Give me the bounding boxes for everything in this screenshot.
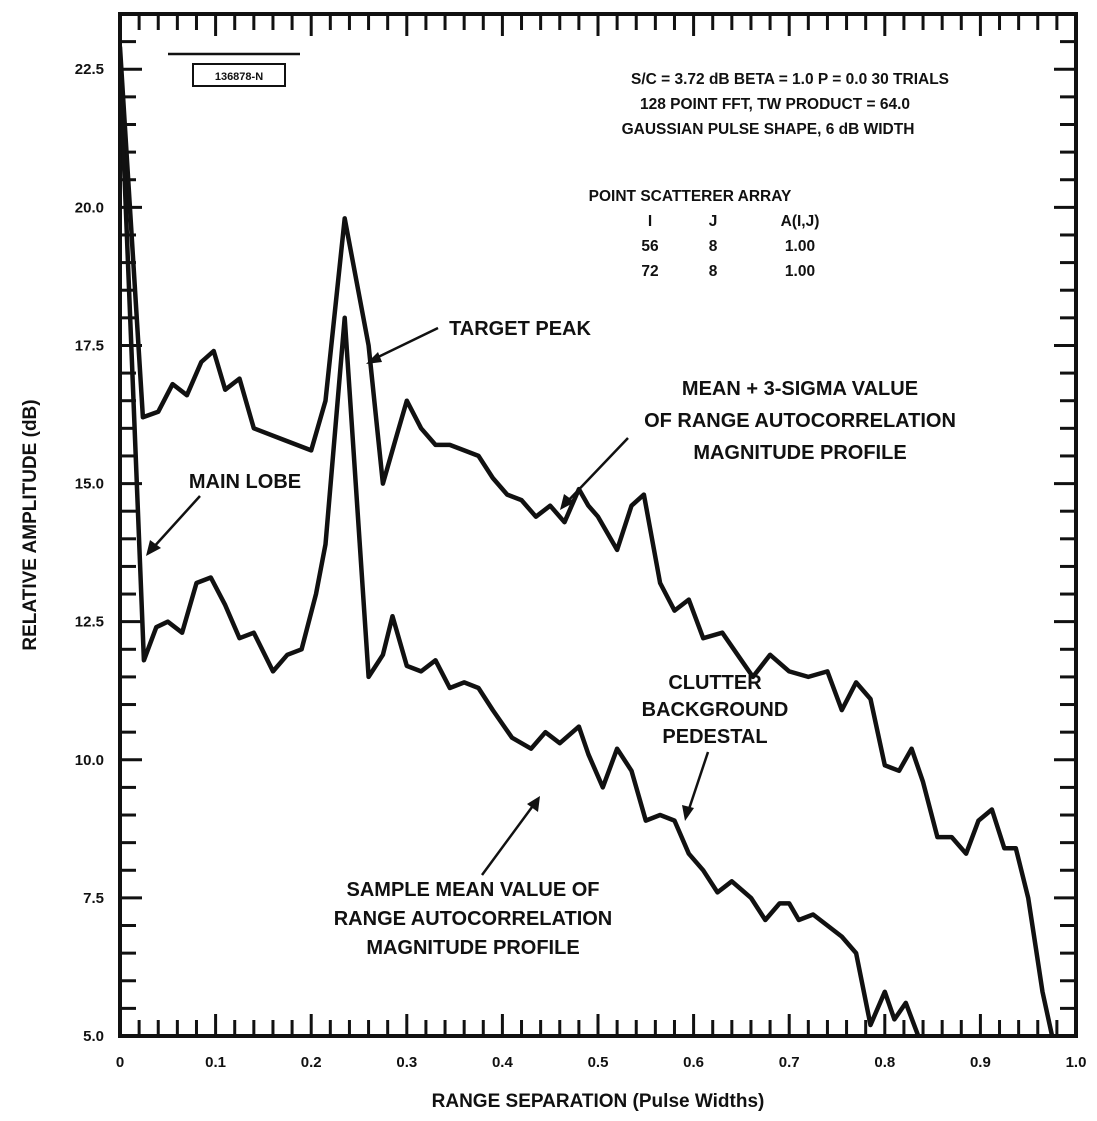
y-tick-label: 7.5: [83, 890, 104, 907]
lower-curve-label-3: MAGNITUDE PROFILE: [366, 937, 579, 959]
target-peak-label: TARGET PEAK: [449, 318, 591, 340]
scatterer-row-2-j: 8: [709, 263, 718, 280]
param-line-1: S/C = 3.72 dB BETA = 1.0 P = 0.0 30 TRIA…: [631, 71, 949, 88]
y-tick-label: 22.5: [75, 61, 104, 78]
lower-curve-arrow: [480, 802, 537, 876]
param-line-2: 128 POINT FFT, TW PRODUCT = 64.0: [640, 96, 910, 113]
x-tick-label: 0.2: [301, 1054, 322, 1071]
main-lobe-label: MAIN LOBE: [189, 471, 301, 493]
clutter-arrowhead: [682, 805, 694, 821]
y-tick-label: 20.0: [75, 199, 104, 216]
y-tick-label: 10.0: [75, 752, 104, 769]
figure-id: 136878-N: [215, 71, 263, 83]
scatterer-col-j: J: [709, 213, 718, 230]
target-peak-arrowhead: [366, 352, 382, 364]
figure-id-box: [192, 63, 286, 87]
clutter-label-1: CLUTTER: [668, 672, 762, 694]
y-tick-label: 5.0: [83, 1028, 104, 1045]
scatterer-row-1-a: 1.00: [785, 238, 815, 255]
x-tick-labels: 0 0.1 0.2 0.3 0.4 0.5 0.6 0.7 0.8 0.9 1.0: [116, 1054, 1087, 1071]
main-lobe-arrow: [151, 495, 201, 550]
x-tick-label: 0.5: [588, 1054, 609, 1071]
x-tick-label: 0.1: [205, 1054, 226, 1071]
figure-id-tag: 136878-N: [168, 52, 300, 87]
clutter-label-3: PEDESTAL: [662, 726, 767, 748]
series-group: [120, 44, 1055, 1036]
clutter-arrow: [686, 751, 710, 813]
upper-curve-arrow: [565, 437, 629, 504]
upper-curve-label-1: MEAN + 3-SIGMA VALUE: [682, 378, 918, 400]
lower-curve-label-1: SAMPLE MEAN VALUE OF: [347, 879, 600, 901]
scatterer-table-title: POINT SCATTERER ARRAY: [589, 188, 792, 205]
target-peak-arrow: [371, 326, 439, 362]
scatterer-row-1-i: 56: [641, 238, 659, 255]
clutter-label-2: BACKGROUND: [642, 699, 789, 721]
series-mean-plus-3sigma: [120, 44, 1055, 1036]
upper-curve-label-3: MAGNITUDE PROFILE: [693, 442, 906, 464]
scatterer-row-2-i: 72: [641, 263, 658, 280]
x-tick-label: 0: [116, 1054, 124, 1071]
x-tick-label: 0.4: [492, 1054, 514, 1071]
scatterer-col-i: I: [648, 213, 652, 230]
lower-curve-arrowhead: [527, 796, 540, 812]
x-tick-label: 0.6: [683, 1054, 704, 1071]
y-axis-label: RELATIVE AMPLITUDE (dB): [20, 399, 41, 650]
upper-curve-label-2: OF RANGE AUTOCORRELATION: [644, 410, 956, 432]
x-tick-label: 0.3: [396, 1054, 417, 1071]
y-tick-label: 17.5: [75, 337, 104, 354]
x-tick-label: 0.9: [970, 1054, 991, 1071]
scatterer-row-1-j: 8: [709, 238, 718, 255]
axis-ticks: [118, 14, 1078, 1038]
scatterer-col-a: A(I,J): [781, 213, 820, 230]
y-tick-label: 12.5: [75, 614, 104, 631]
scatterer-row-2-a: 1.00: [785, 263, 815, 280]
x-axis-label: RANGE SEPARATION (Pulse Widths): [432, 1091, 765, 1112]
lower-curve-label-2: RANGE AUTOCORRELATION: [334, 908, 613, 930]
x-tick-label: 0.7: [779, 1054, 800, 1071]
upper-curve-arrowhead: [560, 494, 575, 510]
y-tick-label: 15.0: [75, 476, 104, 493]
main-lobe-arrowhead: [146, 540, 161, 556]
param-line-3: GAUSSIAN PULSE SHAPE, 6 dB WIDTH: [622, 121, 915, 138]
series-sample-mean: [120, 61, 924, 1036]
y-tick-labels: 5.0 7.5 10.0 12.5 15.0 17.5 20.0 22.5: [75, 61, 104, 1045]
x-tick-label: 0.8: [874, 1054, 895, 1071]
x-tick-label: 1.0: [1066, 1054, 1087, 1071]
